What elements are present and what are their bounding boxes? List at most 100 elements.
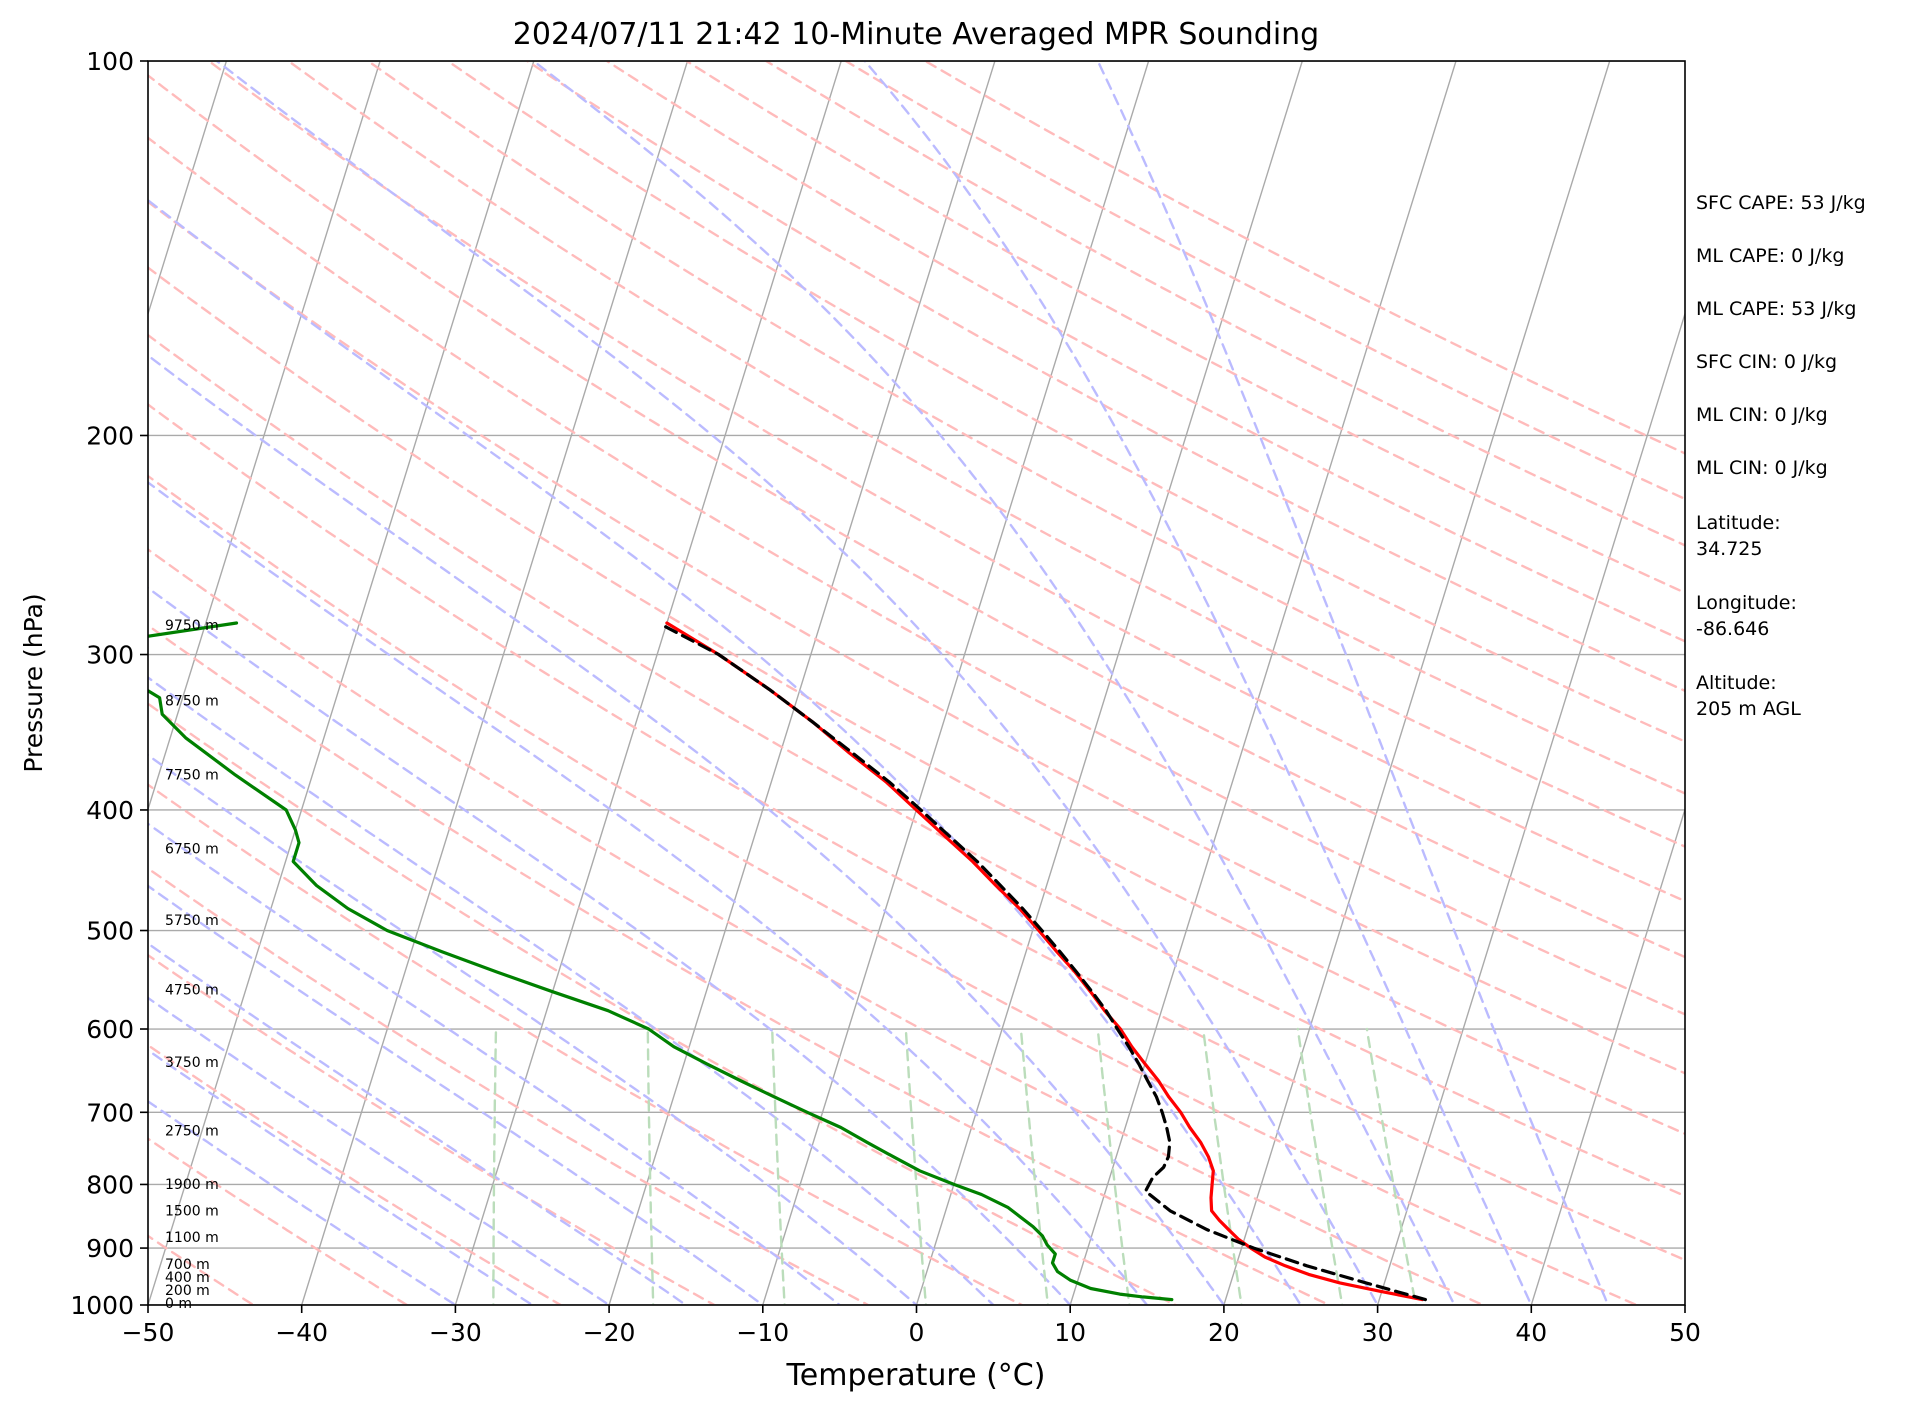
isotherm-line — [1223, 61, 1611, 1305]
moist-adiabat-line — [148, 996, 612, 1305]
x-axis-ticks: −50 −40 −30 −20 −10 0 10 20 30 40 50 — [122, 1305, 1701, 1347]
dry-adiabat-line — [148, 1043, 564, 1305]
moist-adiabat-line — [148, 198, 1303, 1305]
dry-adiabat-line — [148, 474, 1640, 1305]
x-axis-label: Temperature (°C) — [786, 1358, 1046, 1393]
mixing-ratio-line — [646, 1027, 655, 1305]
mixing-ratio-line — [1365, 1027, 1418, 1305]
height-label: 1100 m — [165, 1230, 219, 1246]
dry-adiabat-line — [148, 548, 1486, 1305]
moist-adiabat-line — [148, 753, 919, 1305]
moist-adiabat-line — [148, 1048, 535, 1305]
dry-adiabat-line — [148, 403, 1685, 1262]
ml-cape-text: ML CAPE: 0 J/kg — [1696, 245, 1845, 267]
dry-adiabat-line — [148, 266, 1685, 1136]
moist-adiabat-line — [148, 586, 1072, 1305]
y-tick-label: 700 — [86, 1098, 134, 1127]
y-axis-ticks: 100 200 300 400 500 600 700 800 900 1000 — [70, 47, 148, 1320]
x-tick-label: −10 — [736, 1318, 789, 1347]
height-label: 3750 m — [165, 1055, 219, 1071]
mixing-ratio-line — [1096, 1027, 1131, 1305]
isotherm-line — [454, 61, 842, 1305]
ml-cape-text-2: ML CAPE: 53 J/kg — [1696, 298, 1857, 320]
x-tick-label: 30 — [1362, 1318, 1394, 1347]
moist-adiabat-line — [148, 676, 996, 1305]
dry-adiabat-line — [684, 61, 1685, 595]
y-tick-label: 200 — [86, 421, 134, 450]
height-label: 400 m — [165, 1270, 210, 1286]
y-tick-label: 100 — [86, 47, 134, 76]
sfc-cape-text: SFC CAPE: 53 J/kg — [1696, 192, 1866, 214]
dry-adiabat-line — [148, 73, 1685, 959]
isotherm-line — [148, 61, 381, 812]
latitude-label: Latitude: — [1696, 512, 1781, 534]
moist-adiabat-line — [148, 942, 689, 1305]
dry-adiabat-line — [148, 783, 1025, 1305]
temperature-profile-line — [665, 621, 1424, 1302]
height-label: 6750 m — [165, 841, 219, 857]
x-tick-label: 0 — [909, 1318, 925, 1347]
moist-adiabat-line — [215, 61, 1379, 1305]
chart-title: 2024/07/11 21:42 10-Minute Averaged MPR … — [513, 17, 1319, 52]
y-tick-label: 900 — [86, 1234, 134, 1263]
sfc-cin-text: SFC CIN: 0 J/kg — [1696, 351, 1838, 373]
x-tick-label: 20 — [1208, 1318, 1240, 1347]
altitude-value: 205 m AGL — [1696, 698, 1801, 720]
dry-adiabat-line — [148, 200, 1685, 1075]
plot-frame — [147, 60, 1686, 1306]
dry-adiabat-line — [148, 702, 1179, 1305]
height-label: 9750 m — [165, 618, 219, 634]
height-label: 7750 m — [165, 768, 219, 784]
moist-adiabat-line — [532, 61, 1456, 1305]
height-label: 0 m — [165, 1296, 192, 1312]
moist-adiabat-line — [148, 1099, 458, 1305]
background-lines — [148, 61, 1685, 1305]
moist-adiabat-line — [148, 354, 1226, 1305]
dry-adiabat-line — [148, 1234, 256, 1305]
x-tick-label: −30 — [429, 1318, 482, 1347]
isotherm-line — [1530, 807, 1685, 1305]
height-label: 200 m — [165, 1283, 210, 1299]
x-tick-label: 10 — [1054, 1318, 1086, 1347]
dry-adiabat-line — [148, 1137, 410, 1305]
isotherm-line — [300, 61, 689, 1305]
height-label: 1900 m — [165, 1177, 219, 1193]
y-tick-label: 1000 — [70, 1291, 134, 1320]
mixing-ratio-line — [492, 1027, 498, 1305]
moist-adiabat-line — [863, 61, 1533, 1305]
height-label: 4750 m — [165, 983, 219, 999]
height-label: 700 m — [165, 1257, 210, 1273]
x-tick-label: −50 — [122, 1318, 175, 1347]
mixing-ratio-line — [904, 1027, 928, 1305]
dry-adiabat-line — [148, 867, 871, 1305]
dry-adiabat-line — [206, 61, 1685, 903]
data-lines — [148, 621, 1428, 1302]
moist-adiabat-line — [148, 822, 842, 1305]
x-tick-label: 40 — [1515, 1318, 1547, 1347]
dry-adiabat-line — [148, 623, 1333, 1305]
height-label: 2750 m — [165, 1124, 219, 1140]
dry-adiabat-line — [286, 61, 1685, 848]
longitude-label: Longitude: — [1696, 592, 1797, 614]
mixing-ratio-line — [1296, 1027, 1344, 1305]
isotherm-line — [608, 61, 996, 1305]
moist-adiabat-line — [148, 480, 1149, 1305]
altitude-label: Altitude: — [1696, 672, 1777, 694]
height-label: 1500 m — [165, 1204, 219, 1220]
moist-adiabat-line — [1096, 61, 1610, 1305]
parcel-profile-line — [664, 625, 1428, 1302]
ml-cin-text: ML CIN: 0 J/kg — [1696, 404, 1828, 426]
y-tick-label: 800 — [86, 1170, 134, 1199]
y-tick-label: 300 — [86, 641, 134, 670]
latitude-value: 34.725 — [1696, 538, 1763, 560]
dry-adiabat-line — [365, 61, 1685, 795]
y-tick-label: 400 — [86, 796, 134, 825]
x-tick-label: 50 — [1669, 1318, 1701, 1347]
y-tick-label: 600 — [86, 1015, 134, 1044]
ml-cin-text-2: ML CIN: 0 J/kg — [1696, 457, 1828, 479]
isotherm-line — [1069, 61, 1457, 1305]
longitude-value: -86.646 — [1696, 618, 1770, 640]
